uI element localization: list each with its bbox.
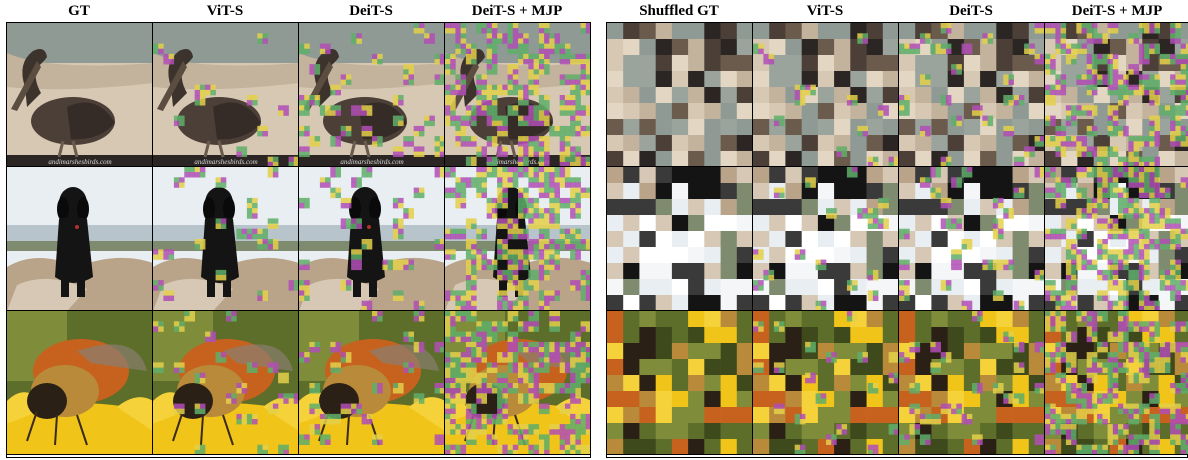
right-image-grid	[606, 22, 1188, 458]
noise-patches	[153, 311, 298, 454]
dog-image	[7, 167, 152, 310]
bee-shuffled-image	[607, 311, 752, 454]
bee-image	[299, 311, 444, 454]
watermark-text: andimarshesbirds.com	[48, 158, 111, 166]
pelican-image: andimarshesbirds.com	[445, 23, 590, 166]
pelican-shuffled-image	[607, 23, 752, 166]
pelican-shuffled-image	[753, 23, 898, 166]
left-image-grid: andimarshesbirds.com andimarshesbirds.co…	[6, 22, 591, 458]
dog-shuffled-image	[1045, 167, 1188, 310]
noise-patches	[153, 33, 298, 166]
column-header-shuffled-gt: Shuffled GT	[639, 3, 719, 19]
noise-patches	[445, 311, 590, 454]
shuffled-patches	[607, 311, 752, 454]
noise-patches	[445, 167, 590, 310]
shuffled-patches	[899, 311, 1044, 454]
shuffled-patches	[753, 311, 898, 454]
column-header-deit-s: DeiT-S	[349, 3, 393, 19]
dog-image	[153, 167, 298, 310]
dog-image	[299, 167, 444, 310]
noise-patches	[899, 167, 1044, 310]
noise-patches	[299, 23, 444, 157]
image-cell-r1-c1	[607, 23, 753, 167]
image-cell-r3-c4	[1045, 311, 1188, 455]
noise-patches	[753, 311, 898, 454]
noise-patches	[299, 167, 444, 310]
noise-patches	[445, 23, 590, 166]
image-cell-r1-c4	[1045, 23, 1188, 167]
column-header-deit-s-mjp: DeiT-S + MJP	[471, 3, 563, 19]
pelican-image: andimarshesbirds.com	[153, 23, 298, 166]
bee-shuffled-image	[753, 311, 898, 454]
image-cell-r3-c1	[7, 311, 153, 455]
noise-patches	[1045, 311, 1188, 454]
bee-shuffled-image	[1045, 311, 1188, 454]
watermark-text: andimarshesbirds.com	[194, 158, 257, 166]
noise-patches	[1045, 23, 1188, 166]
image-cell-r1-c3	[899, 23, 1045, 167]
pelican-shuffled-image	[1045, 23, 1188, 166]
bee-image	[445, 311, 590, 454]
watermark-text: andimarshesbirds.com	[340, 158, 403, 166]
right-figure-panel: Shuffled GT ViT-S DeiT-S DeiT-S + MJP	[606, 0, 1188, 460]
image-cell-r3-c3	[299, 311, 445, 455]
image-cell-r1-c3: andimarshesbirds.com	[299, 23, 445, 167]
pelican-shuffled-image	[899, 23, 1044, 166]
dog-shuffled-image	[753, 167, 898, 310]
image-cell-r2-c2	[153, 167, 299, 311]
shuffled-patches	[607, 167, 752, 310]
image-cell-r2-c2	[753, 167, 899, 311]
bee-image	[7, 311, 152, 454]
left-figure-panel: GT ViT-S DeiT-S DeiT-S + MJP andimarshes…	[6, 0, 595, 460]
image-cell-r2-c1	[607, 167, 753, 311]
pelican-image: andimarshesbirds.com	[7, 23, 152, 166]
dog-image	[445, 167, 590, 310]
dog-shuffled-image	[607, 167, 752, 310]
column-header-deit-s: DeiT-S	[949, 3, 993, 19]
image-cell-r3-c1	[607, 311, 753, 455]
image-cell-r3-c2	[753, 311, 899, 455]
image-cell-r2-c4	[1045, 167, 1188, 311]
right-column-headers: Shuffled GT ViT-S DeiT-S DeiT-S + MJP	[606, 0, 1188, 22]
noise-patches	[299, 311, 444, 445]
left-column-headers: GT ViT-S DeiT-S DeiT-S + MJP	[6, 0, 595, 22]
image-cell-r2-c3	[299, 167, 445, 311]
image-cell-r2-c4	[445, 167, 591, 311]
bee-image	[153, 311, 298, 454]
noise-patches	[753, 167, 889, 310]
dog-shuffled-image	[899, 167, 1044, 310]
image-cell-r3-c3	[899, 311, 1045, 455]
pelican-image: andimarshesbirds.com	[299, 23, 444, 166]
noise-patches	[899, 311, 1044, 445]
image-cell-r1-c1: andimarshesbirds.com	[7, 23, 153, 167]
image-cell-r1-c2	[753, 23, 899, 167]
image-cell-r2-c3	[899, 167, 1045, 311]
column-header-deit-s-mjp: DeiT-S + MJP	[1071, 3, 1163, 19]
noise-patches	[753, 33, 898, 166]
image-cell-r2-c1	[7, 167, 153, 311]
column-header-gt: GT	[68, 3, 90, 19]
image-cell-r3-c2	[153, 311, 299, 455]
noise-patches	[1045, 167, 1188, 310]
column-header-vit-s: ViT-S	[806, 3, 844, 19]
shuffled-patches	[607, 23, 752, 166]
noise-patches	[153, 167, 298, 301]
column-header-vit-s: ViT-S	[206, 3, 244, 19]
image-cell-r3-c4	[445, 311, 591, 455]
image-cell-r1-c4: andimarshesbirds.com	[445, 23, 591, 167]
shuffled-patches	[753, 23, 898, 166]
noise-patches	[899, 23, 1044, 166]
bee-shuffled-image	[899, 311, 1044, 454]
image-cell-r1-c2: andimarshesbirds.com	[153, 23, 299, 167]
